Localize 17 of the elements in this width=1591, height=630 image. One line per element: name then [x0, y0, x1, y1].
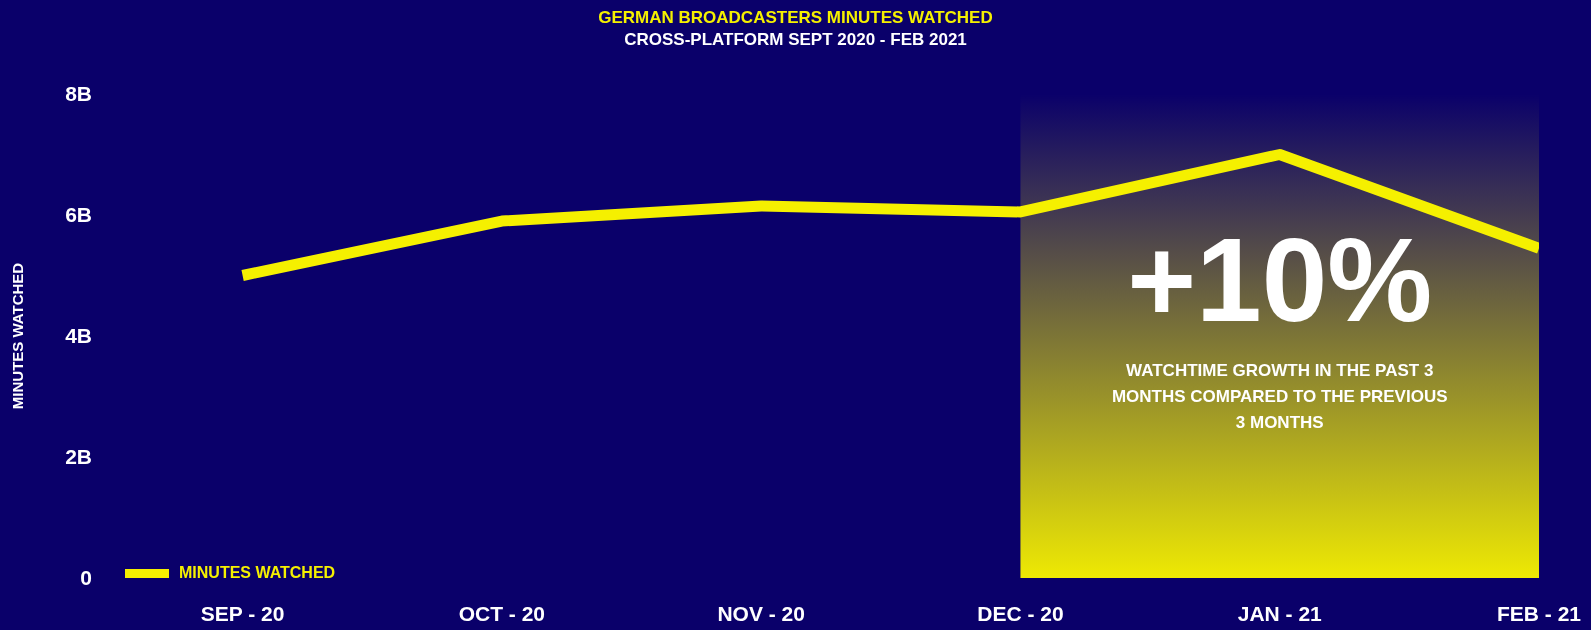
y-tick-label: 8B [65, 82, 92, 106]
x-tick-label: OCT - 20 [458, 601, 546, 625]
annotation: WATCHTIME GROWTH IN THE PAST 3 MONTHS COMPARED TO THE PREVIOUS 3 MONTHS [1111, 361, 1448, 433]
x-tick-label: SEP - 20 [200, 601, 285, 625]
x-tick-label: NOV - 20 [717, 601, 805, 625]
y-tick-label: 0 [80, 566, 92, 590]
chart-subtitle: CROSS-PLATFORM SEPT 2020 - FEB 2021 [623, 30, 968, 50]
y-tick-label: 2B [65, 445, 92, 469]
chart-title: GERMAN BROADCASTERS MINUTES WATCHED [597, 8, 994, 28]
band-label: +10% [1127, 214, 1433, 347]
y-axis-title: MINUTES WATCHED [9, 262, 27, 410]
x-tick-label: DEC - 20 [977, 601, 1064, 625]
x-tick-label: FEB - 21 [1496, 601, 1582, 625]
y-tick-label: 6B [65, 203, 92, 227]
x-tick-label: JAN - 21 [1237, 601, 1323, 625]
legend-label: MINUTES WATCHED [178, 564, 336, 582]
y-tick-label: 4B [65, 324, 92, 348]
